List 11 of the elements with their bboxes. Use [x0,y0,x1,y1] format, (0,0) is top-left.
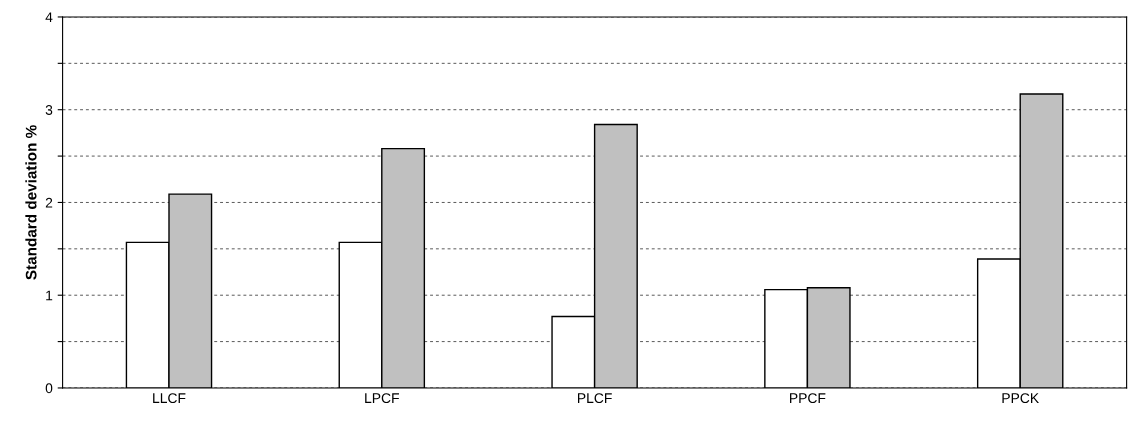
x-tick-label: PPCF [790,393,826,404]
y-tick-label: 0 [45,383,53,394]
x-tick-label: PLCF [577,393,612,404]
x-tick-label: LPCF [365,393,399,404]
y-tick-label: 3 [45,105,53,115]
y-tick-label: 4 [45,12,53,22]
y-tick-label: 1 [46,290,53,301]
y-tick-label: 2 [45,197,53,208]
x-tick-label: PPCK [1002,393,1039,404]
y-axis-title: Standard deviation % [25,125,37,280]
x-tick-label: LLCF [153,393,186,404]
